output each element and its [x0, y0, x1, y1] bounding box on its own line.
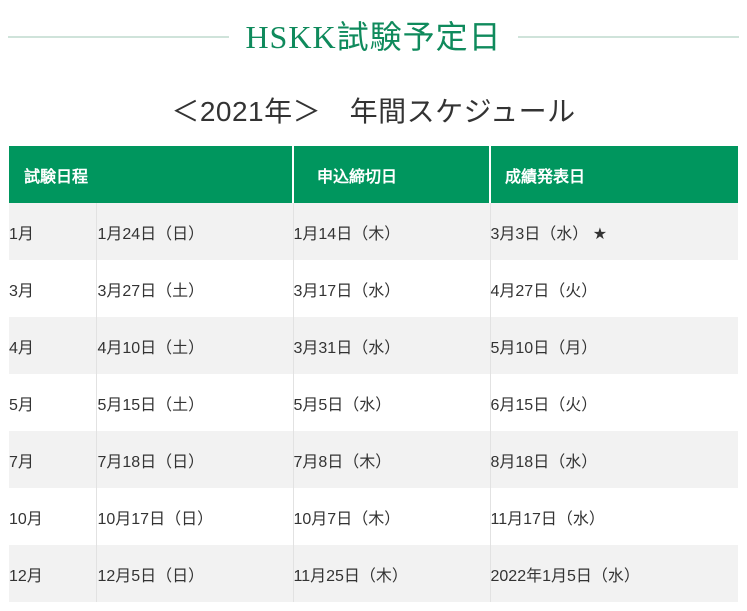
cell-result-date: 11月17日（水） — [489, 488, 738, 545]
table-row: 3月 3月27日（土） 3月17日（水） 4月27日（火） — [8, 260, 738, 317]
page-title: HSKK試験予定日 — [245, 19, 502, 55]
title-divider-right — [517, 36, 740, 38]
cell-exam-date: 5月15日（土） — [96, 374, 293, 431]
table-row: 5月 5月15日（土） 5月5日（水） 6月15日（火） — [8, 374, 738, 431]
table-row: 4月 4月10日（土） 3月31日（水） 5月10日（月） — [8, 317, 738, 374]
page-subtitle: ＜2021年＞ 年間スケジュール — [171, 96, 576, 127]
cell-deadline: 10月7日（木） — [292, 488, 490, 545]
cell-month: 1月 — [8, 203, 97, 260]
column-header-application-deadline: 申込締切日 — [292, 146, 490, 203]
schedule-table-header: 試験日程 申込締切日 成績発表日 — [8, 146, 738, 203]
cell-month: 5月 — [8, 374, 97, 431]
cell-exam-date: 12月5日（日） — [96, 545, 293, 602]
cell-result-date: 6月15日（火） — [489, 374, 738, 431]
cell-month: 12月 — [8, 545, 97, 602]
cell-exam-date: 7月18日（日） — [96, 431, 293, 488]
cell-result-date: 2022年1月5日（水） — [489, 545, 738, 602]
cell-result-date: 4月27日（火） — [489, 260, 738, 317]
table-row: 7月 7月18日（日） 7月8日（木） 8月18日（水） — [8, 431, 738, 488]
cell-exam-date: 3月27日（土） — [96, 260, 293, 317]
cell-deadline: 11月25日（木） — [292, 545, 490, 602]
table-row: 12月 12月5日（日） 11月25日（木） 2022年1月5日（水） — [8, 545, 738, 602]
cell-exam-date: 4月10日（土） — [96, 317, 293, 374]
cell-deadline: 7月8日（木） — [292, 431, 490, 488]
title-divider-left — [8, 36, 230, 38]
cell-deadline: 3月31日（水） — [292, 317, 490, 374]
cell-month: 4月 — [8, 317, 97, 374]
header-row: 試験日程 申込締切日 成績発表日 — [8, 146, 738, 203]
cell-exam-date: 10月17日（日） — [96, 488, 293, 545]
cell-exam-date: 1月24日（日） — [96, 203, 293, 260]
cell-result-date: 5月10日（月） — [489, 317, 738, 374]
cell-deadline: 1月14日（木） — [292, 203, 490, 260]
cell-result-date: 3月3日（水） ★ — [489, 203, 738, 260]
column-header-exam-schedule: 試験日程 — [8, 146, 293, 203]
schedule-table-body: 1月 1月24日（日） 1月14日（木） 3月3日（水） ★ 3月 3月27日（… — [8, 203, 738, 602]
cell-deadline: 3月17日（水） — [292, 260, 490, 317]
column-header-result-announcement: 成績発表日 — [489, 146, 738, 203]
cell-month: 3月 — [8, 260, 97, 317]
table-row: 10月 10月17日（日） 10月7日（木） 11月17日（水） — [8, 488, 738, 545]
title-section: HSKK試験予定日 — [8, 14, 740, 60]
cell-month: 7月 — [8, 431, 97, 488]
cell-deadline: 5月5日（水） — [292, 374, 490, 431]
cell-result-date: 8月18日（水） — [489, 431, 738, 488]
table-row: 1月 1月24日（日） 1月14日（木） 3月3日（水） ★ — [8, 203, 738, 260]
schedule-table: 試験日程 申込締切日 成績発表日 1月 1月24日（日） 1月14日（木） 3月… — [8, 146, 738, 602]
cell-month: 10月 — [8, 488, 97, 545]
